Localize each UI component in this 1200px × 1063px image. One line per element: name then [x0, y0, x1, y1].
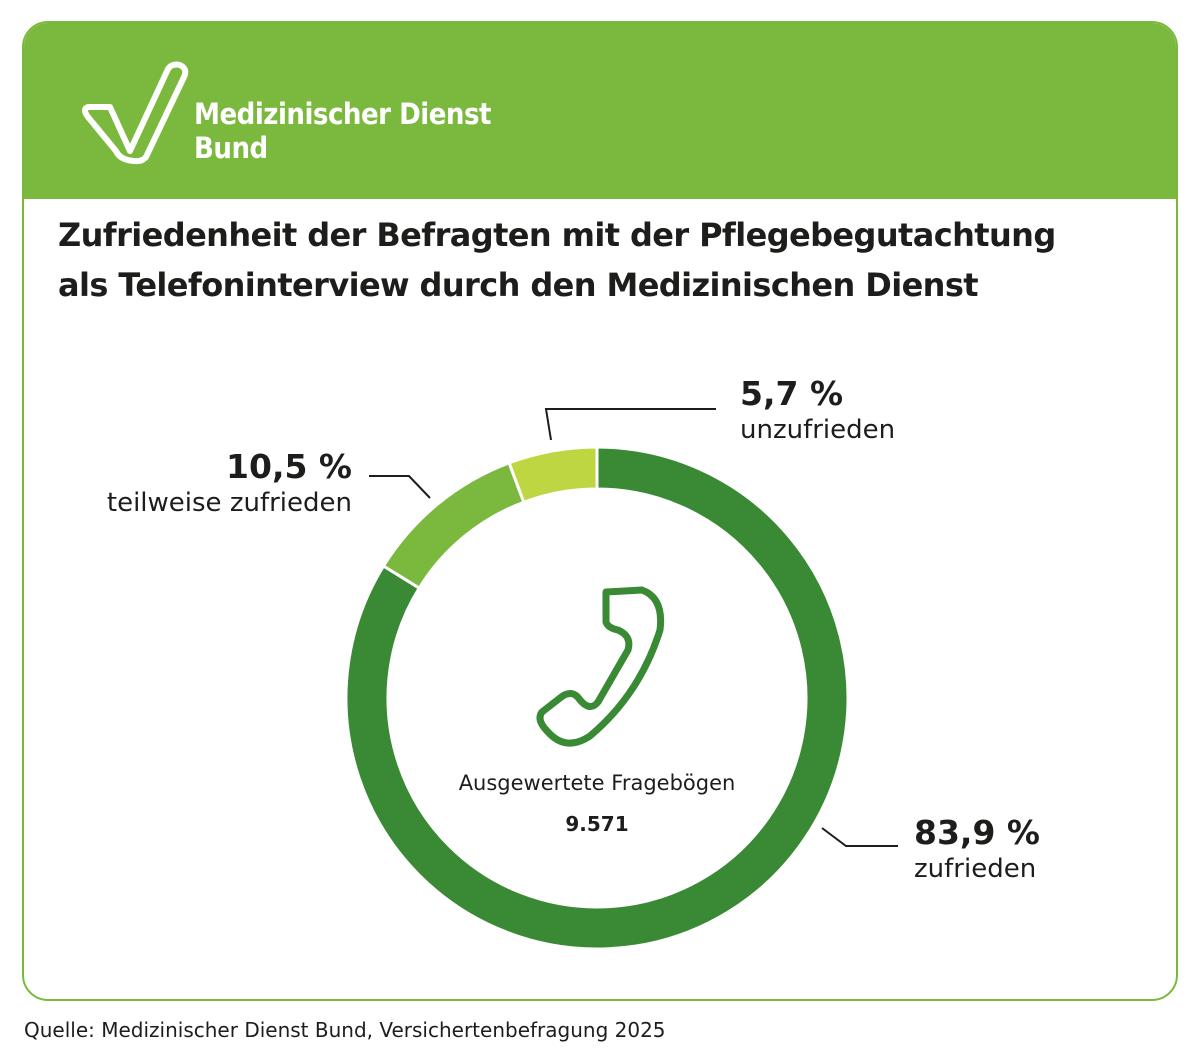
- label-teilweise-zufrieden: 10,5 % teilweise zufrieden: [92, 448, 352, 520]
- value-label: 10,5 %: [226, 447, 352, 486]
- leader-line-unzufrieden: [544, 408, 716, 441]
- header-bar: Medizinischer Dienst Bund: [24, 23, 1176, 199]
- center-value: 9.571: [565, 812, 629, 836]
- source-note: Quelle: Medizinischer Dienst Bund, Versi…: [24, 1018, 666, 1042]
- category-label: unzufrieden: [740, 415, 896, 445]
- infographic-card: Medizinischer Dienst Bund: [22, 21, 1178, 1001]
- category-label: zufrieden: [914, 854, 1037, 884]
- value-label: 5,7 %: [740, 374, 844, 413]
- phone-icon: [536, 586, 665, 747]
- checkmark-logo-icon: [82, 61, 189, 165]
- title-line1: Zufriedenheit der Befragten mit der Pfle…: [58, 216, 1056, 254]
- donut-slice-unzufrieden: [507, 445, 599, 505]
- chart-title: Zufriedenheit der Befragten mit der Pfle…: [58, 210, 1056, 310]
- title-line2: als Telefoninterview durch den Medizinis…: [58, 266, 979, 304]
- category-label: teilweise zufrieden: [106, 488, 352, 518]
- brand-name-line2: Bund: [194, 131, 268, 165]
- leader-line-zufrieden: [821, 827, 898, 847]
- donut-slice-teilweise-zufrieden: [381, 460, 526, 591]
- center-label: Ausgewertete Fragebögen: [458, 771, 736, 795]
- leader-lines: [369, 408, 898, 847]
- brand-name-line1: Medizinischer Dienst: [194, 97, 492, 131]
- brand-name: Medizinischer Dienst Bund: [194, 97, 492, 165]
- donut-slice-zufrieden: [344, 445, 850, 951]
- leader-line-teilweise: [369, 475, 431, 499]
- value-label: 83,9 %: [914, 813, 1040, 852]
- label-zufrieden: 83,9 % zufrieden: [914, 814, 1040, 886]
- label-unzufrieden: 5,7 % unzufrieden: [740, 375, 895, 447]
